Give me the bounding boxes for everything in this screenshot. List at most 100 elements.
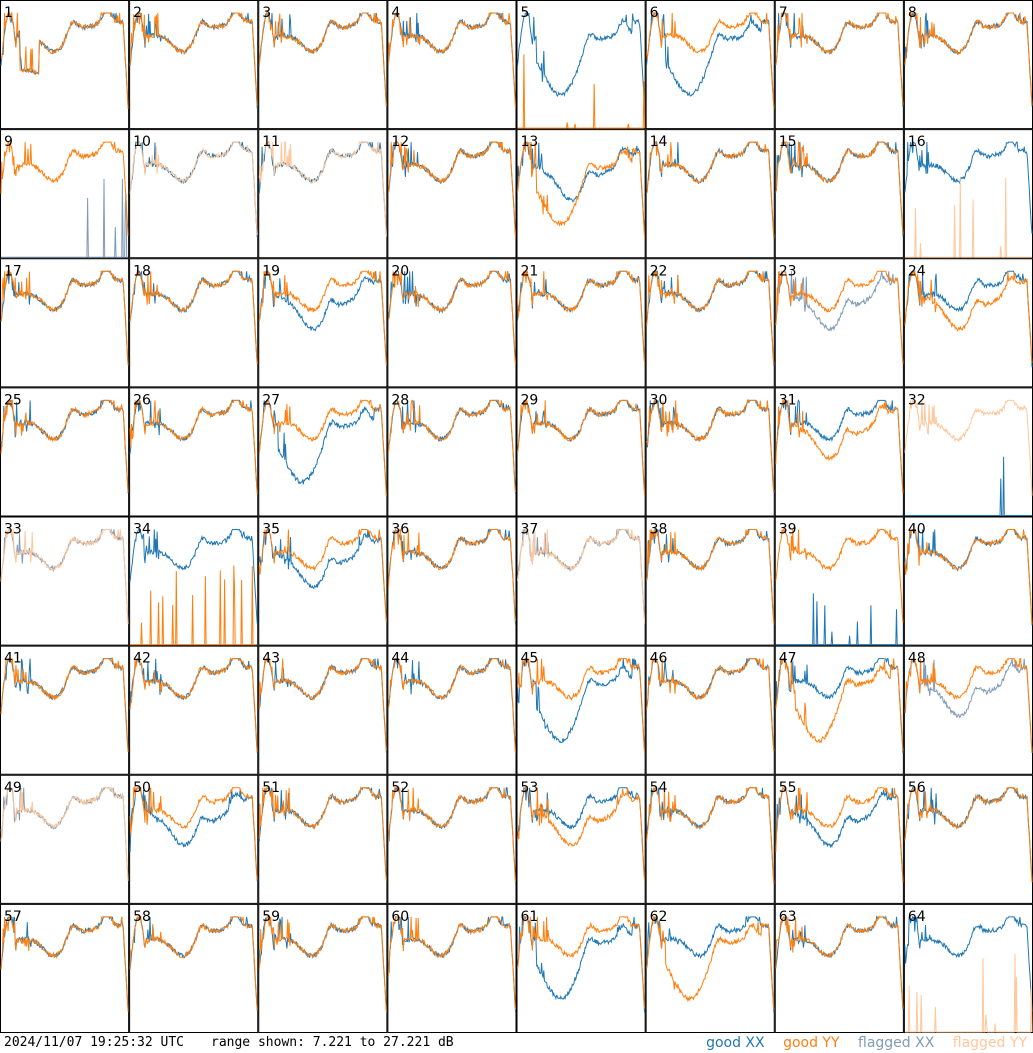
- panel-label: 40: [908, 522, 926, 538]
- series-yy-panel-18: [129, 269, 258, 365]
- panel-label: 52: [391, 780, 409, 796]
- panel-53: 53: [516, 774, 646, 904]
- panel-13: 13: [516, 129, 646, 259]
- series-yy-panel-44: [387, 657, 516, 754]
- panel-label: 47: [779, 651, 797, 667]
- panel-label: 42: [133, 651, 151, 667]
- series-yy-panel-9: [0, 141, 129, 236]
- panel-56: 56: [903, 774, 1033, 904]
- series-xx-panel-34: [129, 528, 258, 625]
- series-yy-panel-43: [258, 657, 387, 751]
- series-xx-panel-61: [517, 916, 646, 1013]
- series-yy-panel-58: [129, 915, 258, 1010]
- panel-label: 57: [4, 909, 22, 925]
- panel-42: 42: [129, 645, 259, 775]
- panel-frame: [0, 645, 130, 775]
- panel-60: 60: [387, 903, 517, 1033]
- series-yy-panel-15: [775, 140, 904, 234]
- panel-label: 15: [779, 134, 797, 150]
- series-yy-panel-46: [646, 657, 775, 752]
- panel-46: 46: [645, 645, 775, 775]
- panel-frame: [774, 129, 904, 259]
- panel-frame: [903, 0, 1033, 130]
- panel-50: 50: [129, 774, 259, 904]
- panel-label: 53: [521, 780, 539, 796]
- panel-frame: [387, 516, 517, 646]
- panel-43: 43: [258, 645, 388, 775]
- panel-frame: [903, 516, 1033, 646]
- panel-label: 17: [4, 263, 22, 279]
- series-xx-panel-62: [646, 915, 775, 1013]
- panel-label: 8: [908, 5, 917, 21]
- panel-label: 10: [133, 134, 151, 150]
- panel-label: 38: [650, 522, 668, 538]
- panel-frame: [0, 258, 130, 388]
- panel-label: 63: [779, 909, 797, 925]
- panel-frame: [0, 903, 130, 1033]
- series-yy-panel-49: [0, 787, 129, 881]
- panel-label: 33: [4, 522, 22, 538]
- panel-2: 2: [129, 0, 259, 130]
- panel-label: 23: [779, 263, 797, 279]
- panel-frame: [129, 645, 259, 775]
- series-yy-panel-13: [517, 141, 646, 239]
- panel-48: 48: [903, 645, 1033, 775]
- panel-frame: [129, 129, 259, 259]
- panel-29: 29: [516, 387, 646, 517]
- series-xx-panel-24: [904, 270, 1033, 368]
- series-yy-panel-39: [775, 527, 904, 623]
- series-yy-panel-40: [904, 528, 1033, 625]
- panel-frame: [258, 774, 388, 904]
- series-yy-panel-52: [387, 786, 516, 883]
- series-xx-panel-64: [904, 915, 1033, 1012]
- series-yy-panel-20: [387, 269, 516, 365]
- panel-label: 14: [650, 134, 668, 150]
- panel-41: 41: [0, 645, 130, 775]
- series-yy-panel-1: [0, 11, 129, 109]
- panel-frame: [387, 0, 517, 130]
- panel-47: 47: [774, 645, 904, 775]
- series-yy-panel-62: [646, 916, 775, 1010]
- panel-label: 34: [133, 522, 151, 538]
- panel-49: 49: [0, 774, 130, 904]
- series-yy-panel-54: [646, 786, 775, 884]
- range-text: range shown: 7.221 to 27.221 dB: [211, 1035, 454, 1050]
- series-yy-panel-38: [646, 529, 775, 625]
- series-xx-panel-13: [517, 141, 646, 237]
- panel-label: 46: [650, 651, 668, 667]
- panel-40: 40: [903, 516, 1033, 646]
- series-yy-panel-36: [387, 529, 516, 622]
- panel-28: 28: [387, 387, 517, 517]
- panel-61: 61: [516, 903, 646, 1033]
- panel-4: 4: [387, 0, 517, 130]
- panel-7: 7: [774, 0, 904, 130]
- panel-label: 29: [521, 392, 539, 408]
- panel-label: 37: [521, 522, 539, 538]
- panel-frame: [0, 516, 130, 646]
- series-yy-panel-22: [646, 270, 775, 365]
- panel-64: 64: [903, 903, 1033, 1033]
- series-yy-panel-59: [258, 915, 387, 1013]
- panel-label: 2: [133, 5, 142, 21]
- series-yy-panel-25: [0, 398, 129, 493]
- panel-62: 62: [645, 903, 775, 1033]
- series-yy-panel-32: [904, 399, 1033, 496]
- panel-59: 59: [258, 903, 388, 1033]
- series-xx-panel-9: [1, 178, 129, 258]
- panel-label: 21: [521, 263, 539, 279]
- series-yy-panel-60: [387, 915, 516, 1010]
- panel-label: 13: [521, 134, 539, 150]
- panel-35: 35: [258, 516, 388, 646]
- panel-24: 24: [903, 258, 1033, 388]
- panel-26: 26: [129, 387, 259, 517]
- series-yy-panel-42: [129, 656, 258, 752]
- panel-14: 14: [645, 129, 775, 259]
- series-yy-panel-27: [258, 398, 387, 497]
- panel-frame: [387, 129, 517, 259]
- panel-label: 54: [650, 780, 668, 796]
- series-yy-panel-7: [775, 12, 904, 105]
- series-xx-panel-47: [775, 658, 904, 754]
- series-yy-panel-61: [517, 916, 646, 1009]
- panel-16: 16: [903, 129, 1033, 259]
